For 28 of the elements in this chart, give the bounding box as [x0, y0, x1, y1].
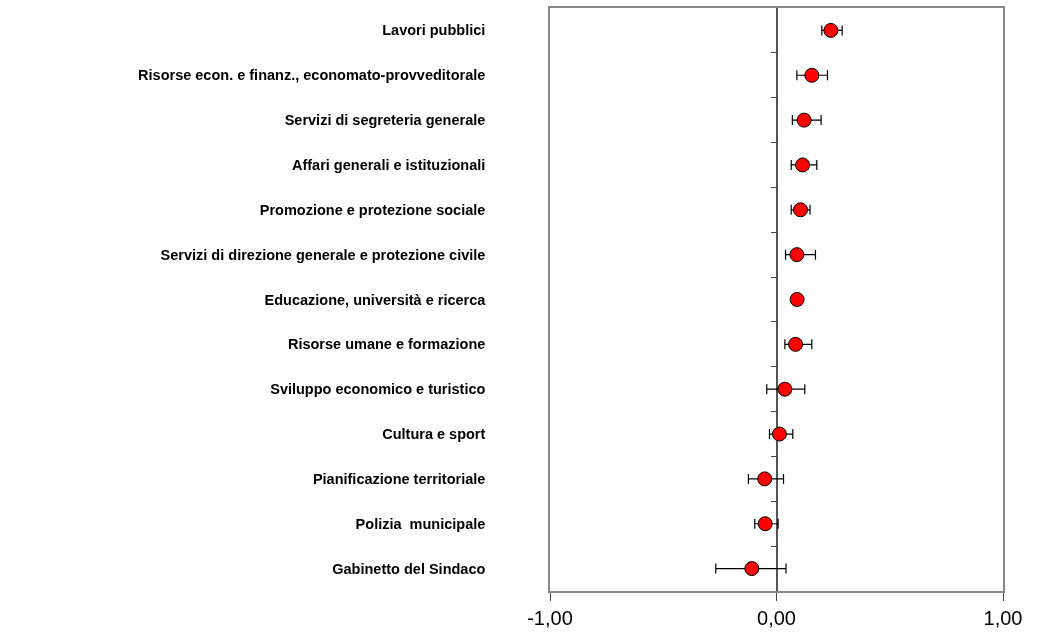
y-tick-label: Servizi di direzione generale e protezione civile — [160, 246, 486, 263]
x-tick-label: 0,00 — [757, 606, 796, 629]
point — [804, 67, 820, 83]
y-tick-label: Cultura e sport — [382, 426, 486, 443]
y-tick-label: Gabinetto del Sindaco — [332, 560, 486, 577]
y-tick-label: Promozione e protezione sociale — [259, 201, 486, 218]
y-tick-label: Servizi di segreteria generale — [284, 112, 486, 129]
y-tick-label: Pianificazione territoriale — [312, 470, 486, 487]
y-tick-label: Sviluppo economico e turistico — [270, 381, 486, 398]
point — [777, 381, 793, 397]
point — [795, 157, 811, 173]
point — [789, 247, 805, 263]
point — [796, 112, 812, 128]
y-tick-label: Lavori pubblici — [382, 22, 486, 39]
x-tick-label: 1,00 — [983, 606, 1023, 629]
y-tick-label: Affari generali e istituzionali — [291, 157, 486, 174]
point — [789, 292, 805, 307]
point — [788, 336, 804, 352]
y-tick-label: Risorse econ. e finanz., economato-provveditorale — [138, 67, 486, 84]
point — [771, 426, 787, 442]
x-tick-label: -1,00 — [527, 606, 573, 629]
y-tick-label: Risorse umane e formazione — [287, 336, 486, 353]
y-tick-label: Polizia municipale — [355, 515, 486, 532]
point — [757, 471, 773, 487]
point — [823, 22, 839, 38]
point — [744, 561, 760, 577]
y-tick-label: Educazione, università e ricerca — [264, 291, 487, 308]
point — [757, 516, 773, 532]
